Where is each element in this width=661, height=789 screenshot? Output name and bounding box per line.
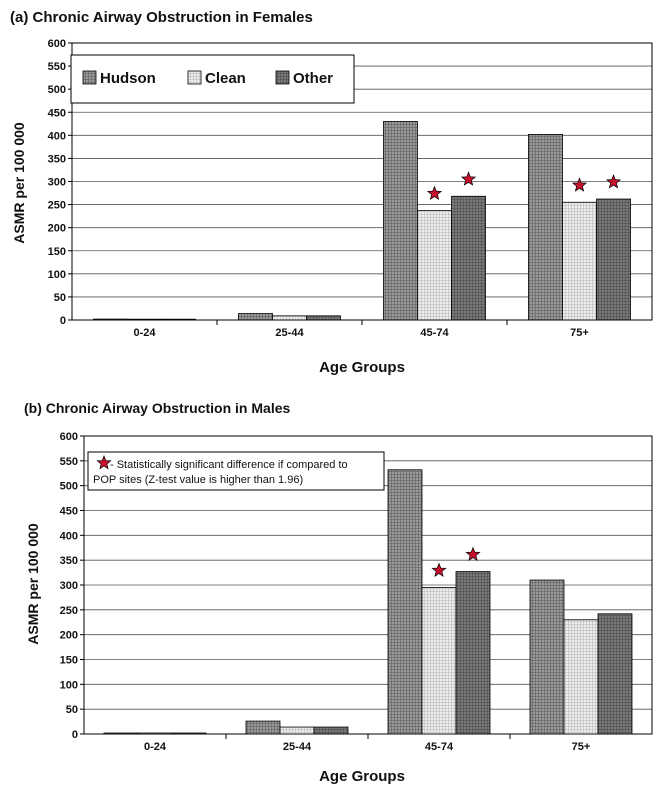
y-tick-label: 550 [48,61,66,73]
bar-hudson-25-44 [245,720,281,735]
bar-hudson-75+ [528,134,563,321]
bar-clean-45-74 [421,587,457,735]
note-star-icon [96,455,112,470]
bar-other-75+ [596,198,631,321]
bar-other-25-44 [313,726,349,735]
legend-swatch-hudson [82,70,97,85]
legend: Hudson Clean Other [70,54,355,104]
y-tick-label: 100 [60,679,78,691]
y-tick-label: 450 [60,506,78,518]
y-tick-label: 50 [54,292,66,304]
y-tick-label: 550 [60,456,78,468]
legend-swatch-other [275,70,290,85]
bar-other-45-74 [455,571,491,735]
y-tick-label: 300 [60,580,78,592]
y-tick-label: 250 [60,605,78,617]
y-tick-label: 450 [48,107,66,119]
significance-star-icon [465,546,481,562]
x-tick-label: 75+ [572,741,591,753]
y-axis-label: ASMR per 100 000 [11,122,27,244]
bar-clean-75+ [563,619,599,735]
note-line-1: - Statistically significant difference i… [110,459,348,471]
bar-hudson-0-24 [93,318,128,321]
y-tick-label: 400 [48,130,66,142]
significance-star-icon [426,185,443,201]
y-tick-label: 350 [48,153,66,165]
y-tick-label: 250 [48,200,66,212]
bar-clean-25-44 [272,315,307,321]
y-tick-label: 150 [48,246,66,258]
y-tick-label: 500 [48,84,66,96]
x-axis-label: Age Groups [319,768,405,785]
bar-hudson-45-74 [387,469,423,735]
legend-label-other: Other [293,70,333,87]
bar-clean-0-24 [127,318,162,321]
y-tick-label: 200 [60,630,78,642]
bar-other-0-24 [161,318,196,321]
bar-hudson-0-24 [103,732,139,735]
x-tick-label: 25-44 [275,327,304,339]
significance-star-icon [605,174,622,189]
chart-panel-females: (a) Chronic Airway Obstruction in Female… [0,0,661,380]
y-tick-label: 400 [60,530,78,542]
y-tick-label: 300 [48,177,66,189]
x-tick-label: 0-24 [144,741,167,753]
legend-label-hudson: Hudson [100,70,156,87]
y-tick-label: 50 [66,704,78,716]
y-tick-label: 600 [48,38,66,50]
bar-clean-0-24 [137,732,173,735]
y-tick-label: 500 [60,481,78,493]
x-tick-label: 25-44 [283,741,312,753]
bar-other-0-24 [171,732,207,735]
bar-other-45-74 [451,195,486,321]
y-tick-label: 150 [60,655,78,667]
significance-star-icon [571,177,588,192]
significance-note: - Statistically significant difference i… [87,451,385,491]
chart-panel-males: (b) Chronic Airway Obstruction in Males … [0,392,661,789]
y-tick-label: 0 [60,315,66,327]
y-tick-label: 100 [48,269,66,281]
y-axis-label: ASMR per 100 000 [25,523,41,645]
chart-males: (b) Chronic Airway Obstruction in Males … [24,400,653,785]
chart-title: (b) Chronic Airway Obstruction in Males [24,400,291,416]
bar-clean-45-74 [417,210,452,321]
note-line-2: POP sites (Z-test value is higher than 1… [93,474,303,486]
bar-other-75+ [597,613,633,735]
y-tick-label: 600 [60,431,78,443]
y-tick-label: 200 [48,223,66,235]
chart-females: (a) Chronic Airway Obstruction in Female… [10,9,653,376]
significance-star-icon [431,562,447,577]
bar-other-25-44 [306,315,341,321]
significance-star-icon [460,171,477,186]
legend-swatch-clean [187,70,202,85]
x-tick-label: 45-74 [425,741,454,753]
bar-hudson-45-74 [383,121,418,321]
bar-clean-75+ [562,201,597,321]
y-tick-label: 0 [72,729,78,741]
x-tick-label: 0-24 [133,327,156,339]
bar-hudson-75+ [529,579,565,735]
x-tick-label: 75+ [570,327,589,339]
bar-clean-25-44 [279,726,315,735]
legend-label-clean: Clean [205,70,246,87]
bar-hudson-25-44 [238,313,273,321]
x-tick-label: 45-74 [420,327,449,339]
x-axis-label: Age Groups [319,359,405,376]
y-tick-label: 350 [60,555,78,567]
chart-title: (a) Chronic Airway Obstruction in Female… [10,9,313,26]
